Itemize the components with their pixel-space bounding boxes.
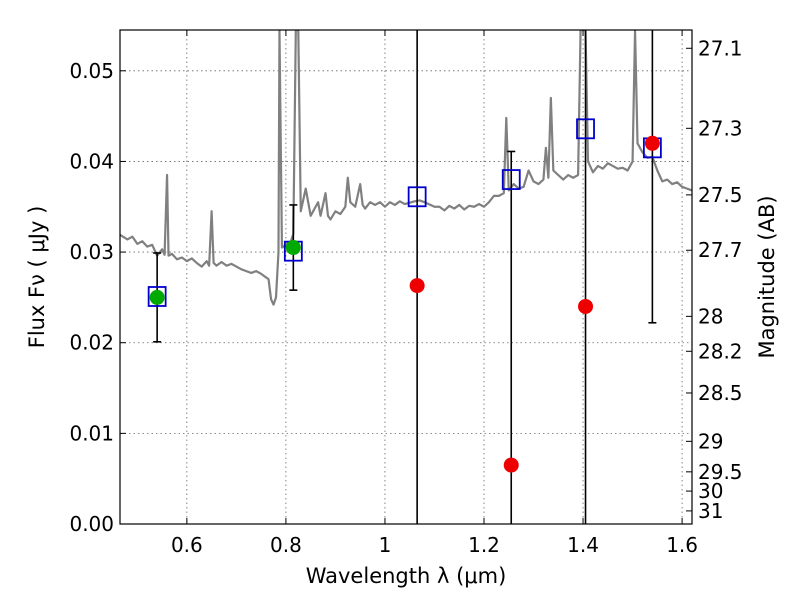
- magnitude-tick-label: 28: [698, 304, 723, 328]
- spectrum-series: [120, 30, 692, 306]
- grid-lines: [120, 30, 692, 524]
- measured-points-series: [149, 135, 660, 473]
- magnitude-tick-label: 27.5: [698, 183, 743, 207]
- x-tick-label: 0.8: [270, 533, 302, 557]
- detection-point: [285, 240, 301, 256]
- x-tick-label: 1: [379, 533, 392, 557]
- x-tick-label: 1.2: [468, 533, 500, 557]
- y-tick-label: 0.03: [69, 240, 114, 264]
- magnitude-tick-label: 29.5: [698, 460, 743, 484]
- magnitude-tick-label: 27.1: [698, 36, 743, 60]
- non-detection-point: [578, 298, 594, 314]
- y-tick-label: 0.04: [69, 149, 114, 173]
- x-axis: 0.6 0.8 1 1.2 1.4 1.6: [171, 30, 698, 557]
- magnitude-axis-label: Magnitude (AB): [755, 195, 779, 358]
- model-photometry-point: [407, 186, 427, 208]
- y-axis-label: Flux Fν ( μJy ): [25, 206, 49, 349]
- x-axis-label: Wavelength λ (μm): [306, 564, 507, 588]
- y-tick-label: 0.01: [69, 421, 114, 445]
- non-detection-point: [409, 278, 425, 294]
- magnitude-tick-label: 27.7: [698, 238, 743, 262]
- non-detection-point: [644, 135, 660, 151]
- x-tick-label: 0.6: [171, 533, 203, 557]
- plot-frame: [119, 29, 693, 525]
- x-tick-label: 1.6: [666, 533, 698, 557]
- y-tick-label: 0.02: [69, 331, 114, 355]
- spectrum-line: [120, 30, 692, 306]
- plot-background: [120, 30, 692, 524]
- y-axis: 0.00 0.01 0.02 0.03 0.04 0.05: [69, 59, 126, 536]
- model-photometry-point: [147, 286, 167, 307]
- magnitude-tick-label: 28.2: [698, 339, 743, 363]
- magnitude-tick-label: 29: [698, 429, 723, 453]
- non-detection-point: [503, 457, 519, 473]
- y-tick-label: 0.00: [69, 512, 114, 536]
- y-tick-label: 0.05: [69, 59, 114, 83]
- model-photometry-point: [501, 169, 521, 190]
- detection-point: [149, 289, 165, 305]
- magnitude-tick-label: 31: [698, 499, 723, 523]
- magnitude-tick-label: 27.3: [698, 116, 743, 140]
- magnitude-tick-label: 30: [698, 479, 723, 503]
- magnitude-tick-label: 28.5: [698, 381, 743, 405]
- x-tick-label: 1.4: [567, 533, 599, 557]
- model-photometry-point: [576, 118, 595, 140]
